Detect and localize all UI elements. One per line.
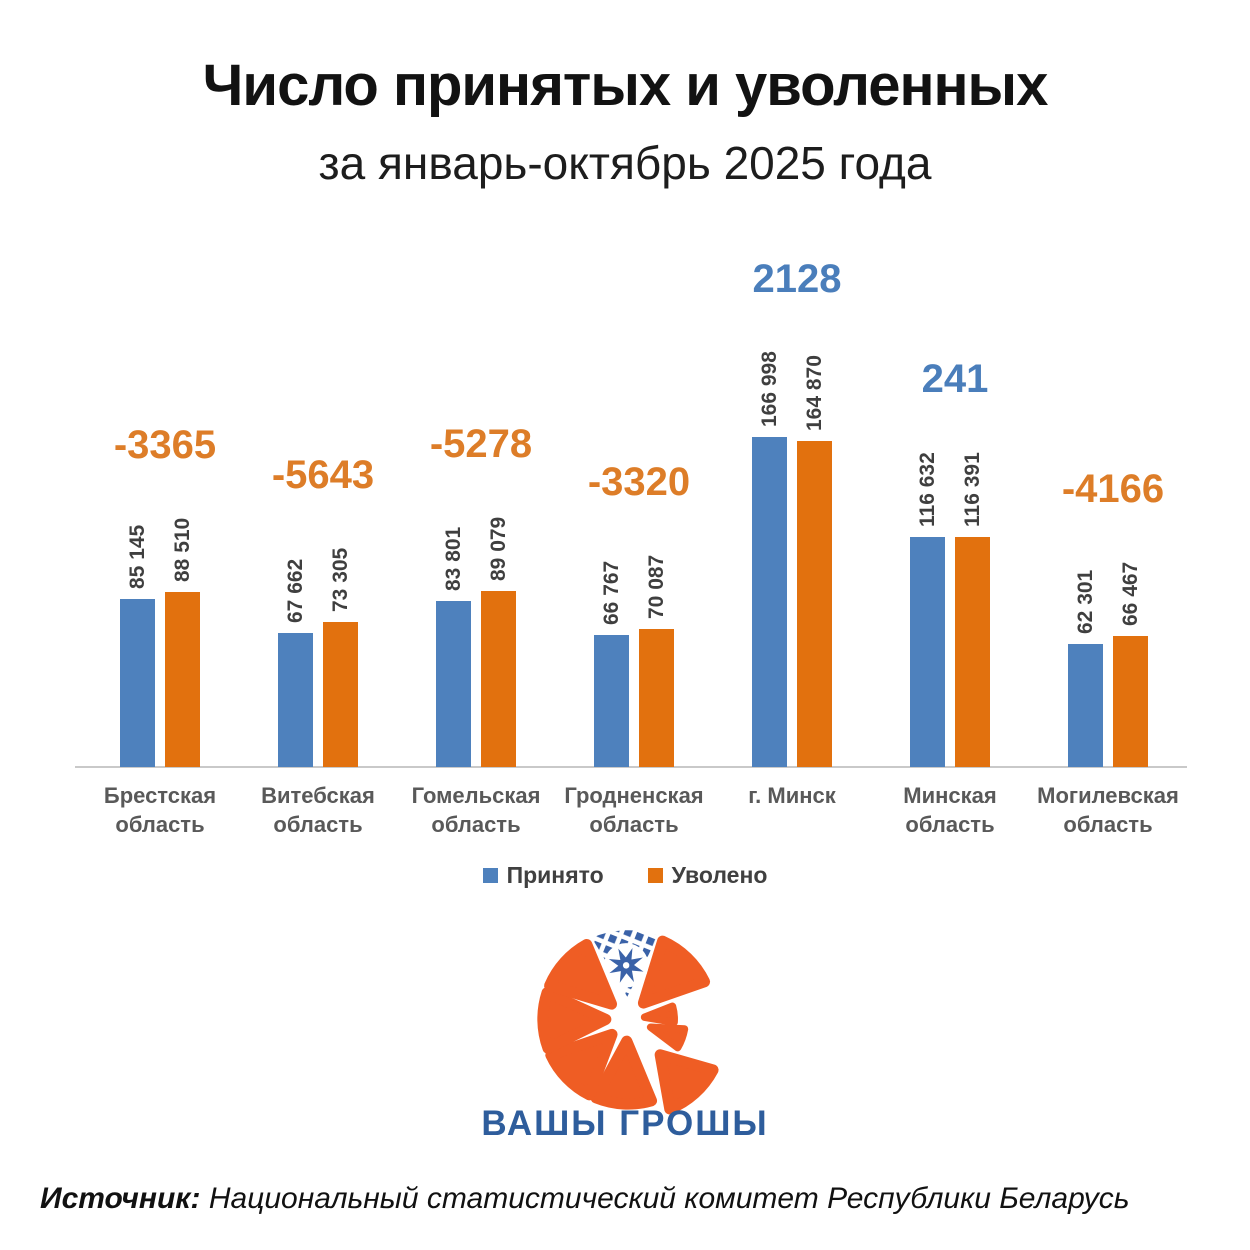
diff-label: -5643 <box>271 453 375 497</box>
x-axis-line <box>75 766 1187 768</box>
x-tick-line: область <box>1063 812 1153 837</box>
x-tick-label: Минская область <box>862 781 1038 839</box>
bar-fired <box>797 441 832 767</box>
legend-label-fired: Уволено <box>671 862 768 888</box>
vashy-groshy-logo <box>537 930 719 1115</box>
bar-value-label: 85 145 <box>125 524 149 589</box>
bar-hired <box>436 601 471 767</box>
source-note: Источник: Национальный статистический ко… <box>40 1182 1130 1216</box>
page-title: Число принятых и уволенных <box>202 53 1049 118</box>
legend-item-fired: Уволено <box>647 862 768 889</box>
x-tick-line: Гомельская <box>411 783 541 808</box>
legend-label-hired: Принято <box>506 862 604 888</box>
hired-series-swatch <box>482 868 498 883</box>
diff-label: -5278 <box>429 422 533 466</box>
bar-value-label: 67 662 <box>283 558 307 623</box>
x-tick-line: область <box>273 812 363 837</box>
bar-value-label: 62 301 <box>1073 569 1097 634</box>
page-subtitle: за январь-октябрь 2025 года <box>318 137 932 189</box>
legend-item-hired: Принято <box>482 862 604 889</box>
diff-label: -3365 <box>113 423 217 467</box>
bar-value-label: 116 391 <box>960 452 984 527</box>
bar-hired <box>910 537 945 767</box>
diff-label: 2128 <box>752 257 842 301</box>
bar-value-label: 66 767 <box>599 560 623 625</box>
bar-value-label: 164 870 <box>802 355 826 431</box>
bar-value-label: 83 801 <box>441 526 465 591</box>
x-tick-label: г. Минск <box>704 781 880 810</box>
diff-label: -4166 <box>1061 467 1165 511</box>
bar-value-label: 116 632 <box>915 452 939 527</box>
source-text: Национальный статистический комитет Респ… <box>200 1182 1130 1215</box>
bar-hired <box>120 599 155 767</box>
bar-hired <box>278 633 313 767</box>
source-label: Источник: <box>40 1182 201 1215</box>
x-tick-line: г. Минск <box>748 783 836 808</box>
bar-hired <box>1068 644 1103 767</box>
bar-hired <box>752 437 787 767</box>
x-tick-line: область <box>115 812 205 837</box>
x-tick-line: Брестская <box>103 783 217 808</box>
bar-fired <box>481 591 516 767</box>
x-tick-line: Гродненская <box>564 783 704 808</box>
bar-value-label: 166 998 <box>757 351 781 427</box>
diff-label: 241 <box>921 357 989 401</box>
x-tick-line: Витебская <box>261 783 375 808</box>
x-tick-label: Гомельская область <box>388 781 564 839</box>
x-tick-line: Минская <box>903 783 997 808</box>
logo-wordmark: ВАШЫ ГРОШЫ <box>481 1104 769 1143</box>
x-tick-line: область <box>431 812 521 837</box>
x-tick-line: область <box>905 812 995 837</box>
diff-label: -3320 <box>587 460 691 504</box>
bar-fired <box>955 537 990 767</box>
logo-orange-wedges <box>537 935 719 1115</box>
fired-series-swatch <box>647 868 663 883</box>
x-tick-label: Витебская область <box>230 781 406 839</box>
bar-fired <box>323 622 358 767</box>
chart-legend: Принято Уволено <box>0 862 1250 889</box>
x-tick-label: Гродненская область <box>546 781 722 839</box>
bar-hired <box>594 635 629 767</box>
logo-ornament-wedge <box>591 930 659 997</box>
bar-fired <box>165 592 200 767</box>
x-tick-line: область <box>589 812 679 837</box>
x-tick-line: Могилевская <box>1037 783 1179 808</box>
x-tick-label: Брестская область <box>72 781 248 839</box>
x-tick-label: Могилевская область <box>1020 781 1196 839</box>
bar-fired <box>639 629 674 767</box>
bar-fired <box>1113 636 1148 767</box>
